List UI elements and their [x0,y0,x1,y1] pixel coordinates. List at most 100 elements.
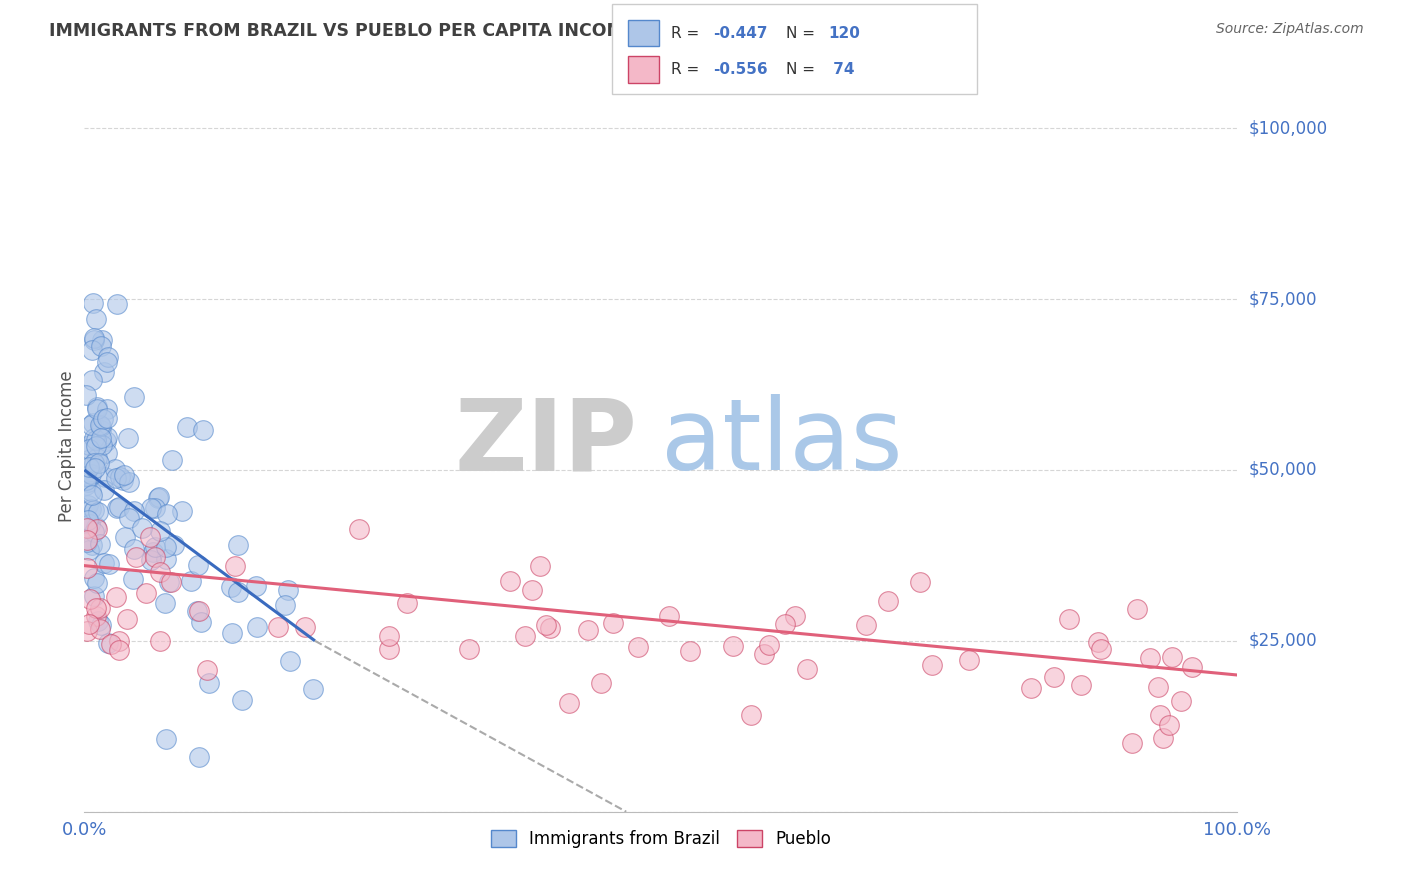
Point [98,558,121,572]
Point [1157,718,1180,732]
Point [142,545,165,559]
Point [513,629,536,643]
Point [520,583,543,598]
Point [1125,601,1147,615]
Point [190,615,212,629]
Point [1152,731,1174,746]
Point [908,574,931,589]
Point [139,500,162,515]
Point [96,636,118,650]
Point [79,591,101,606]
Point [110,470,132,484]
Point [83,331,105,345]
Point [224,558,246,573]
Point [1146,680,1168,694]
Point [876,593,898,607]
Point [87,456,110,470]
Text: N =: N = [786,62,820,77]
Point [108,500,131,514]
Point [96,446,118,460]
Legend: Immigrants from Brazil, Pueblo: Immigrants from Brazil, Pueblo [484,823,838,855]
Point [1021,681,1043,695]
Point [187,558,209,572]
Point [1181,660,1204,674]
Point [754,647,776,661]
Point [100,637,122,651]
Point [278,655,301,669]
Point [90,339,112,353]
Point [79,467,101,481]
Point [93,411,115,425]
Point [114,531,136,545]
Point [90,333,112,347]
Point [112,473,135,487]
Point [76,533,98,548]
Point [274,598,297,612]
Point [302,682,325,697]
Point [1090,642,1112,657]
Point [153,596,176,610]
Text: atlas: atlas [661,394,903,491]
Point [89,417,111,432]
Text: $50,000: $50,000 [1249,461,1317,479]
Point [112,467,135,482]
Point [83,590,105,604]
Point [589,676,612,690]
Point [86,450,108,465]
Point [723,639,745,653]
Point [163,538,186,552]
Point [145,550,167,565]
Point [77,616,100,631]
Point [75,473,97,487]
Text: ZIP: ZIP [456,394,638,491]
Point [104,462,127,476]
Point [785,609,807,624]
Point [125,549,148,564]
Point [149,566,172,580]
Point [86,402,108,417]
Point [87,615,110,629]
Point [93,557,115,571]
Point [76,534,98,549]
Point [94,469,117,483]
Point [89,601,111,615]
Point [139,553,162,567]
Point [226,538,249,552]
Point [89,536,111,550]
Point [188,750,211,764]
Point [105,500,128,515]
Point [90,438,112,452]
Point [294,620,316,634]
Point [96,411,118,425]
Point [245,579,267,593]
Point [80,488,103,502]
Point [156,507,179,521]
Point [108,643,131,657]
Point [117,612,139,626]
Point [160,574,183,589]
Point [84,608,107,623]
Point [143,540,166,554]
Point [149,524,172,538]
Point [558,696,581,710]
Point [538,621,561,635]
Point [80,417,103,432]
Point [83,456,105,470]
Point [921,657,943,672]
Point [176,420,198,434]
Point [1121,736,1143,750]
Point [143,500,166,515]
Point [155,551,177,566]
Point [536,617,558,632]
Point [349,522,371,536]
Point [758,638,780,652]
Point [855,618,877,632]
Point [108,633,131,648]
Point [679,644,702,658]
Point [84,439,107,453]
Point [1160,650,1182,665]
Point [90,418,112,433]
Text: R =: R = [671,62,704,77]
Point [498,574,520,589]
Text: R =: R = [671,26,704,40]
